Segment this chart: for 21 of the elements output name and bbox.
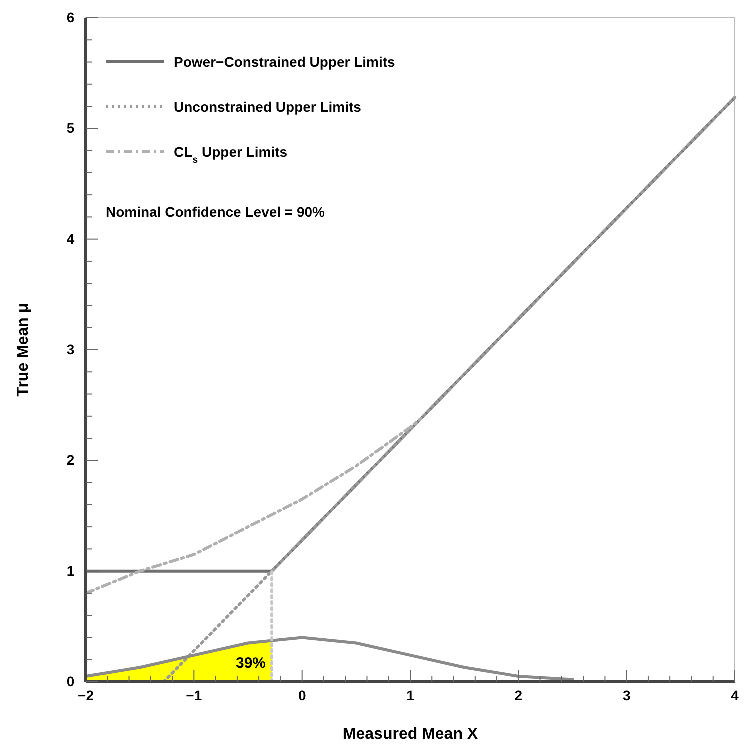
x-tick-label: 4 [731,687,740,704]
x-tick-label: 1 [406,687,415,704]
annotation: Nominal Confidence Level = 90% [106,204,326,220]
y-axis-title: True Mean μ [15,303,32,397]
y-tick-label: 3 [66,341,75,358]
legend-label: CL$_{s}$ Upper Limits [174,144,288,166]
y-tick-label: 1 [66,562,75,579]
annotation: 39% [236,655,266,672]
y-tick-label: 2 [66,452,75,468]
y-tick-label: 0 [66,673,75,690]
x-tick-label: −1 [186,687,202,704]
x-tick-label: −2 [78,687,94,704]
y-tick-label: 6 [66,9,75,26]
x-tick-label: 2 [514,687,523,704]
x-tick-label: 3 [622,687,631,704]
x-tick-label: 0 [298,687,306,704]
legend-label: Power−Constrained Upper Limits [174,54,396,70]
x-axis-title: Measured Mean X [342,726,478,743]
y-tick-label: 4 [66,230,75,247]
legend-label: Unconstrained Upper Limits [174,99,362,115]
y-tick-label: 5 [66,120,75,136]
